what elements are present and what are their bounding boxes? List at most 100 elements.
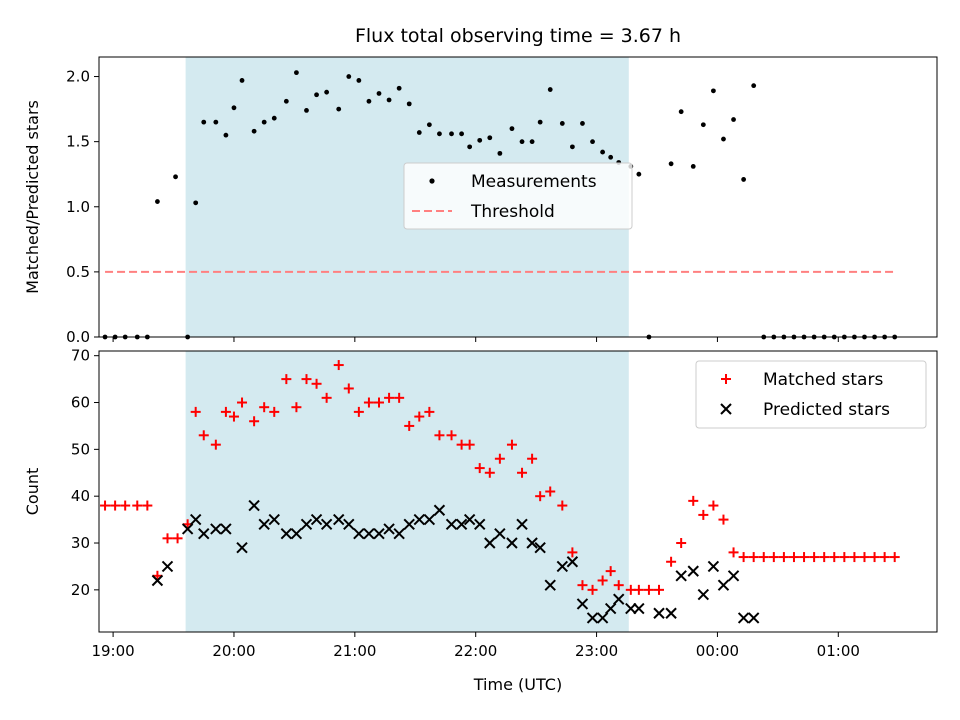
predicted-star-point <box>494 527 506 540</box>
predicted-star-point <box>556 560 569 573</box>
measurement-point <box>173 174 178 180</box>
predicted-star-point <box>300 518 313 530</box>
matched-star-point <box>100 500 111 511</box>
predicted-star-point <box>373 527 385 540</box>
predicted-star-point <box>604 602 617 615</box>
chart-title: Flux total observing time = 3.67 h <box>355 25 681 47</box>
x-tick-label: 20:00 <box>212 642 255 660</box>
matched-star-point <box>494 453 505 464</box>
count-legend: Matched stars Predicted stars <box>695 360 927 429</box>
measurement-point <box>324 89 330 95</box>
matched-star-point <box>676 538 687 549</box>
matched-star-point <box>132 500 143 511</box>
matched-star-point <box>698 509 709 520</box>
matched-star-point <box>869 552 880 563</box>
measurement-point <box>467 144 473 150</box>
predicted-star-point <box>413 513 426 526</box>
predicted-star-point <box>393 527 405 540</box>
ratio-panel: 0.00.51.01.52.0 Matched/Predicted stars … <box>23 56 938 346</box>
matched-star-point <box>394 392 405 403</box>
matched-star-point <box>748 552 759 563</box>
predicted-star-point <box>566 556 579 568</box>
predicted-star-point <box>737 612 750 624</box>
matched-star-point <box>799 552 810 563</box>
matched-star-point <box>654 584 665 595</box>
x-tick-label: 01:00 <box>817 642 860 660</box>
matched-star-point <box>474 463 485 474</box>
measurement-point <box>741 177 747 182</box>
predicted-star-point <box>506 537 518 549</box>
y-tick-label: 30 <box>71 534 90 552</box>
measurement-point <box>580 121 585 126</box>
ratio-plot-frame <box>98 56 938 338</box>
matched-star-point <box>879 552 890 563</box>
matched-star-point <box>162 533 173 544</box>
predicted-star-point <box>707 560 720 573</box>
count-axis-ticks: 19:00 20:00 21:00 22:00 23:00 00:00 01:00 20 30 4… <box>71 347 860 660</box>
y-tick-label: 40 <box>71 487 90 505</box>
ratio-y-axis-label: Matched/Predicted stars <box>23 100 42 294</box>
measurement-point <box>376 91 382 96</box>
measurement-point <box>487 135 493 141</box>
matched-star-point <box>434 430 445 441</box>
predicted-star-point <box>236 541 248 554</box>
ratio-axis-ticks: 0.0 0.5 1.0 1.5 2.0 <box>66 68 839 346</box>
predicted-star-point <box>727 570 740 582</box>
measurement-point <box>547 87 553 92</box>
predicted-star-point <box>161 560 174 573</box>
measurement-point <box>668 161 674 167</box>
matched-star-point <box>237 397 248 408</box>
measurement-point <box>283 98 289 104</box>
predicted-star-point <box>544 579 556 591</box>
measurement-point <box>251 128 257 134</box>
matched-star-point <box>291 402 302 413</box>
matched-star-point <box>120 500 131 511</box>
matched-star-point <box>839 552 850 563</box>
predicted-star-point <box>445 518 458 530</box>
measurement-point <box>406 101 412 107</box>
matched-star-point <box>464 439 475 450</box>
matched-star-point <box>849 552 860 563</box>
y-tick-label: 1.5 <box>66 133 90 151</box>
predicted-star-point <box>516 518 528 530</box>
predicted-star-point <box>189 513 202 526</box>
matched-star-point <box>567 547 578 558</box>
matched-star-point <box>321 392 332 403</box>
x-tick-label: 22:00 <box>454 642 497 660</box>
matched-star-point <box>778 552 789 563</box>
measurement-point <box>569 144 575 150</box>
y-tick-label: 1.0 <box>66 198 90 216</box>
predicted-star-point <box>534 541 546 554</box>
measurement-point <box>386 97 392 103</box>
matched-star-point <box>343 383 354 394</box>
measurement-point <box>600 149 606 155</box>
x-tick-label: 23:00 <box>575 642 618 660</box>
x-tick-label: 00:00 <box>696 642 739 660</box>
matched-star-point <box>110 500 121 511</box>
matched-star-point <box>333 360 344 371</box>
predicted-star-point <box>320 518 333 530</box>
matched-star-point <box>506 439 517 450</box>
predicted-star-point <box>576 598 589 610</box>
matched-star-point <box>587 584 598 595</box>
measurement-point <box>223 132 229 138</box>
measurement-point <box>201 119 207 125</box>
matched-star-point <box>424 406 435 417</box>
measurement-point <box>356 78 362 83</box>
matched-star-point <box>363 397 374 408</box>
measurement-point <box>416 130 422 135</box>
matched-star-point <box>249 416 260 427</box>
matched-star-point <box>311 378 322 389</box>
matched-star-point <box>220 406 231 417</box>
matched-star-point <box>597 575 608 586</box>
predicted-star-point <box>258 518 270 530</box>
measurement-point <box>231 105 237 111</box>
predicted-star-point <box>363 527 375 540</box>
matched-star-point <box>535 491 546 502</box>
matched-star-point <box>446 430 457 441</box>
legend-swatch <box>429 178 435 184</box>
x-tick-label: 21:00 <box>333 642 376 660</box>
predicted-star-point <box>343 518 355 530</box>
measurement-point <box>700 122 706 128</box>
